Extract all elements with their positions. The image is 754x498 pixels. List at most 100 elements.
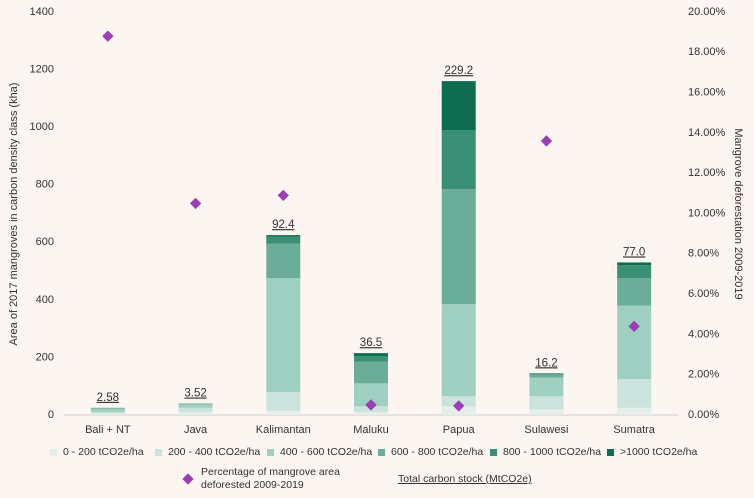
- bar-segment: [529, 409, 564, 415]
- marker: [628, 320, 640, 332]
- y-tick-label: 800: [36, 179, 54, 191]
- bar-segment: [529, 374, 564, 378]
- y-tick-label: 1000: [30, 121, 54, 133]
- y2-tick-label: 2.00%: [688, 369, 719, 381]
- bar-segment: [529, 377, 564, 397]
- x-tick-label: Papua: [443, 424, 476, 436]
- bar-segment: [354, 412, 388, 415]
- x-tick-label: Sulawesi: [524, 424, 568, 436]
- y-tick-label: 200: [36, 351, 54, 363]
- bar-segment: [178, 403, 213, 405]
- x-tick-label: Maluku: [353, 424, 388, 436]
- bar-segment: [441, 81, 476, 131]
- y2-axis-title: Mangrove deforestation 2009-2019: [732, 128, 744, 299]
- bar-segment: [266, 410, 301, 415]
- marker: [540, 135, 553, 147]
- bar-segment: [441, 130, 476, 190]
- marker: [189, 197, 202, 210]
- y-tick-label: 1200: [30, 63, 54, 75]
- y2-tick-label: 18.00%: [688, 46, 726, 58]
- bar-segment: [617, 379, 652, 408]
- bar-segment: [354, 383, 388, 407]
- legend-label: 200 - 400 tCO2e/ha: [168, 446, 261, 458]
- legend-label: 800 - 1000 tCO2e/ha: [503, 446, 602, 458]
- y-tick-label: 1400: [30, 6, 54, 18]
- legend-item: 200 - 400 tCO2e/ha: [155, 446, 260, 459]
- y-tick-label: 0: [48, 409, 54, 421]
- legend-label: 0 - 200 tCO2e/ha: [63, 446, 144, 458]
- bar-segment: [90, 408, 125, 413]
- total-label: 77.0: [623, 246, 645, 258]
- y-tick-label: 600: [36, 236, 54, 248]
- y-tick-label: 400: [36, 294, 54, 306]
- legend-swatch: [50, 449, 57, 456]
- x-tick-label: Java: [184, 424, 208, 436]
- bar-segment: [529, 373, 564, 375]
- chart: Area of 2017 mangroves in carbon density…: [8, 6, 744, 436]
- marker: [277, 189, 289, 202]
- legend-swatch: [267, 449, 274, 456]
- y-axis-title: Area of 2017 mangroves in carbon density…: [8, 83, 20, 346]
- bar-segment: [617, 262, 652, 266]
- bar-segment: [266, 278, 301, 392]
- marker: [102, 30, 114, 42]
- y2-tick-label: 6.00%: [688, 288, 719, 300]
- legend-swatch: [378, 449, 385, 456]
- bar-segment: [617, 305, 652, 380]
- bar-segment: [90, 413, 125, 415]
- bar-segment: [441, 189, 476, 305]
- bar-segment: [266, 235, 301, 237]
- legend-item: >1000 tCO2e/ha: [607, 446, 697, 459]
- x-tick-label: Kalimantan: [256, 424, 311, 436]
- legend-item: 0 - 200 tCO2e/ha: [50, 446, 144, 459]
- bar-segment: [617, 278, 652, 306]
- legend-label: 400 - 600 tCO2e/ha: [280, 446, 373, 458]
- bar-segment: [266, 236, 301, 244]
- legend-label: 600 - 800 tCO2e/ha: [391, 446, 484, 458]
- legend-label: >1000 tCO2e/ha: [620, 446, 698, 458]
- legend-item: Percentage of mangrove area deforested 2…: [182, 466, 374, 492]
- y2-tick-label: 12.00%: [688, 167, 726, 179]
- bar-segment: [354, 361, 388, 384]
- total-label: 16.2: [535, 357, 557, 369]
- bar-segment: [617, 265, 652, 279]
- y2-tick-label: 0.00%: [688, 409, 719, 421]
- x-tick-label: Bali + NT: [85, 424, 131, 436]
- legend-item: 800 - 1000 tCO2e/ha: [490, 446, 601, 459]
- y2-tick-label: 14.00%: [688, 127, 726, 139]
- bar-segment: [178, 412, 213, 415]
- x-tick-label: Sumatra: [613, 424, 655, 436]
- bar-segment: [441, 304, 476, 397]
- legend-item: 400 - 600 tCO2e/ha: [267, 446, 372, 459]
- legend-item: Total carbon stock (MtCO2e): [398, 473, 532, 486]
- legend-swatch: [490, 449, 497, 456]
- total-label: 36.5: [360, 337, 382, 349]
- bar-segment: [90, 412, 125, 414]
- y2-tick-label: 20.00%: [688, 6, 726, 18]
- bar-segment: [178, 407, 213, 413]
- y2-tick-label: 10.00%: [688, 207, 726, 219]
- y2-tick-label: 4.00%: [688, 328, 719, 340]
- total-label: 3.52: [184, 388, 206, 400]
- bar-segment: [354, 355, 388, 362]
- total-label: 2.58: [97, 392, 119, 404]
- bar-segment: [529, 396, 564, 410]
- y2-tick-label: 8.00%: [688, 248, 719, 260]
- legend-label: Percentage of mangrove area deforested 2…: [201, 466, 340, 491]
- legend-marker: [182, 473, 194, 485]
- bar-segment: [266, 391, 301, 411]
- bar-segment: [90, 407, 125, 409]
- legend-item: 600 - 800 tCO2e/ha: [378, 446, 483, 459]
- marker: [365, 399, 377, 411]
- y2-tick-label: 16.00%: [688, 87, 726, 99]
- marker: [453, 400, 465, 412]
- legend-swatch: [155, 449, 162, 456]
- legend-label: Total carbon stock (MtCO2e): [398, 473, 532, 485]
- bar-segment: [354, 353, 388, 356]
- total-label: 92.4: [272, 219, 295, 231]
- bar-segment: [617, 407, 652, 415]
- legend-swatch: [607, 449, 614, 456]
- total-label: 229.2: [444, 65, 473, 77]
- bar-segment: [266, 243, 301, 279]
